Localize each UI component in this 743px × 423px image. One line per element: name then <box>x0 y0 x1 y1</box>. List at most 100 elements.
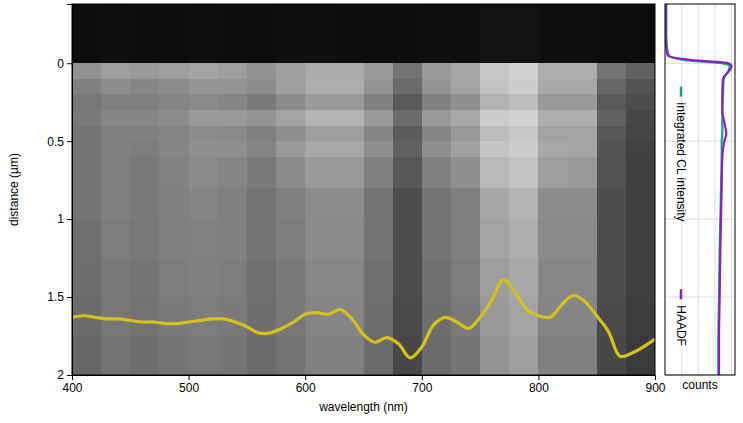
heatmap-cell <box>480 4 510 64</box>
heatmap-cell <box>72 219 102 259</box>
heatmap-cell <box>101 4 131 64</box>
heatmap-cell <box>159 219 189 259</box>
heatmap-cell <box>101 110 131 126</box>
heatmap-cell <box>72 336 102 375</box>
heatmap-cell <box>218 219 248 259</box>
tick-label: 800 <box>529 381 549 395</box>
tick-label: 400 <box>62 381 82 395</box>
tick-label: 0 <box>57 57 64 71</box>
heatmap-cell <box>364 297 394 337</box>
heatmap-cell <box>568 297 598 337</box>
heatmap-cell <box>538 4 568 64</box>
heatmap-cell <box>480 297 510 337</box>
side-x-axis-title: counts <box>682 378 717 392</box>
heatmap-cell <box>509 188 539 220</box>
heatmap-cell <box>334 157 364 189</box>
heatmap-cell <box>189 79 219 95</box>
heatmap-cell <box>509 157 539 189</box>
tick-label: 0.5 <box>47 135 64 149</box>
heatmap-cell <box>247 219 277 259</box>
heatmap-cell <box>597 4 627 64</box>
heatmap-cell <box>218 157 248 189</box>
heatmap-cell <box>189 63 219 79</box>
heatmap-cell <box>509 63 539 79</box>
heatmap-cell <box>72 79 102 95</box>
tick: 500 <box>179 375 199 395</box>
axis-line <box>67 5 73 376</box>
spectrum-line <box>72 280 655 358</box>
heatmap-cell <box>130 219 160 259</box>
heatmap-cell <box>568 110 598 126</box>
heatmap-cell <box>597 63 627 79</box>
heatmap-cell <box>218 79 248 95</box>
heatmap-cell <box>247 63 277 79</box>
heatmap-cell <box>334 336 364 375</box>
heatmap-cell <box>218 126 248 142</box>
legend-swatch <box>680 289 683 299</box>
heatmap-cell <box>247 79 277 95</box>
heatmap-cell <box>626 188 655 220</box>
legend-label: integrated CL intensity <box>674 103 688 222</box>
heatmap-cell <box>218 94 248 110</box>
x-axis: 400500600700800900 <box>62 375 665 395</box>
heatmap-cell <box>393 157 423 189</box>
heatmap-cell <box>393 219 423 259</box>
heatmap-cell <box>568 126 598 142</box>
grid-line <box>715 4 716 375</box>
heatmap-cell <box>159 4 189 64</box>
heatmap-cell <box>189 110 219 126</box>
heatmap-cell <box>597 126 627 142</box>
heatmap-cell <box>101 94 131 110</box>
heatmap-cell <box>509 110 539 126</box>
heatmap-cell <box>451 79 481 95</box>
heatmap-cell <box>509 4 539 64</box>
heatmap-cell <box>218 188 248 220</box>
heatmap-cell <box>597 258 627 298</box>
heatmap-cell <box>189 4 219 64</box>
heatmap-cell <box>597 297 627 337</box>
tick-mark <box>655 375 656 380</box>
heatmap-cell <box>101 219 131 259</box>
heatmap-cell <box>451 110 481 126</box>
heatmap-cell <box>305 110 335 126</box>
heatmap-cell <box>568 63 598 79</box>
heatmap-cell <box>189 94 219 110</box>
heatmap-cell <box>276 219 306 259</box>
heatmap-cell <box>509 94 539 110</box>
heatmap-cell <box>422 126 452 142</box>
heatmap-cell <box>247 157 277 189</box>
tick: 700 <box>412 375 432 395</box>
heatmap-cell <box>334 219 364 259</box>
tick-mark <box>67 63 72 64</box>
heatmap-cell <box>364 110 394 126</box>
heatmap-cell <box>538 141 568 157</box>
heatmap-cell <box>101 157 131 189</box>
side-frame <box>665 4 735 375</box>
heatmap-cell <box>422 188 452 220</box>
heatmap-cell <box>101 188 131 220</box>
heatmap-cell <box>422 258 452 298</box>
heatmap-cell <box>130 94 160 110</box>
heatmap-cell <box>305 141 335 157</box>
heatmap-cell <box>626 157 655 189</box>
heatmap-cell <box>305 79 335 95</box>
heatmap-cell <box>189 219 219 259</box>
heatmap-cell <box>422 94 452 110</box>
heatmap-cell <box>218 110 248 126</box>
heatmap-cell <box>597 188 627 220</box>
heatmap-cell <box>422 110 452 126</box>
heatmap-cell <box>480 188 510 220</box>
heatmap-cell <box>393 188 423 220</box>
heatmap-cell <box>509 297 539 337</box>
heatmap-cell <box>480 219 510 259</box>
heatmap-cell <box>247 110 277 126</box>
tick-mark <box>538 375 539 380</box>
heatmap-cell <box>159 110 189 126</box>
heatmap-cell <box>451 4 481 64</box>
heatmap-cell <box>626 110 655 126</box>
heatmap-cell <box>159 79 189 95</box>
heatmap-cell <box>451 94 481 110</box>
heatmap-cell <box>597 157 627 189</box>
heatmap-cell <box>189 188 219 220</box>
heatmap-cell <box>568 94 598 110</box>
